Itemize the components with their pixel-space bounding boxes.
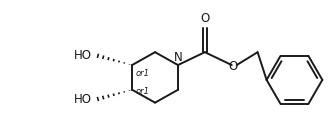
Text: HO: HO: [74, 49, 92, 62]
Text: or1: or1: [135, 69, 149, 78]
Text: N: N: [174, 51, 182, 64]
Text: or1: or1: [135, 87, 149, 96]
Text: HO: HO: [74, 93, 92, 106]
Text: O: O: [200, 12, 209, 25]
Text: O: O: [228, 59, 237, 73]
